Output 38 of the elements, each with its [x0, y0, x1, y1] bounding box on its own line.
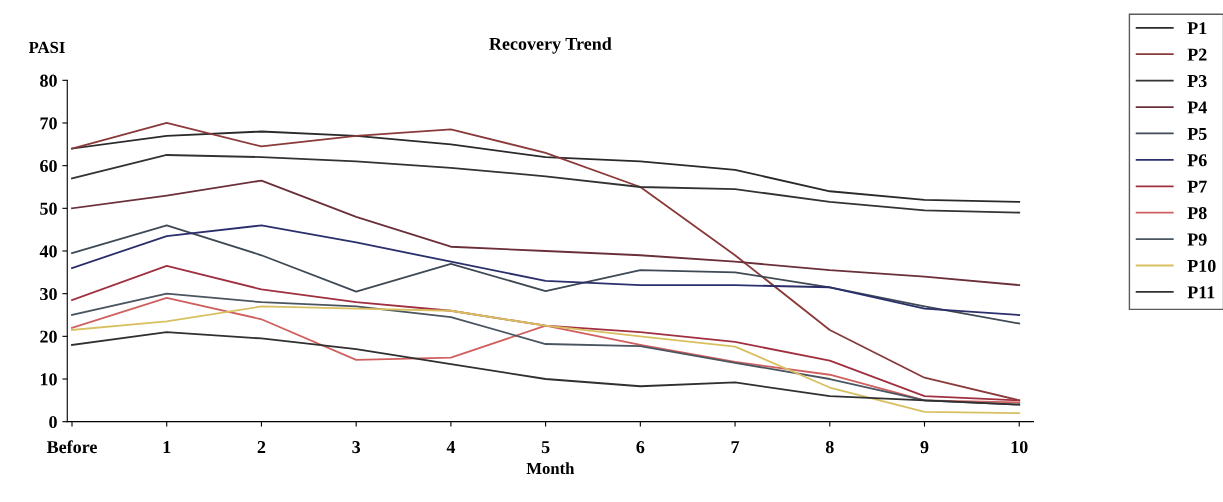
y-tick-label: 30 [40, 287, 57, 301]
x-tick-label: 7 [731, 441, 740, 453]
legend-label: P2 [1187, 48, 1207, 61]
chart-title: Recovery Trend [489, 37, 612, 54]
x-tick-label: 5 [541, 441, 550, 454]
x-tick-label: 6 [636, 441, 645, 454]
y-axis-title: PASI [28, 41, 65, 54]
legend-label: P10 [1187, 259, 1216, 273]
x-tick-label: 9 [920, 441, 929, 454]
x-tick-label: 2 [257, 441, 266, 453]
x-tick-label: Before [46, 440, 97, 454]
line-series [71, 179, 1021, 287]
x-tick-label: 10 [1011, 440, 1028, 454]
legend-label: P9 [1187, 233, 1207, 246]
y-tick-label: 70 [40, 117, 57, 130]
x-tick-label: 8 [825, 440, 834, 454]
y-tick-label: 40 [39, 245, 57, 258]
line-series [71, 154, 1021, 214]
x-tick-label: 3 [352, 441, 361, 454]
legend-label: P8 [1187, 207, 1207, 220]
legend-label: P6 [1187, 154, 1207, 167]
x-tick-label: 1 [163, 441, 171, 453]
y-tick-label: 80 [40, 74, 57, 87]
legend-label: P4 [1187, 101, 1207, 114]
y-tick-label: 50 [40, 202, 57, 215]
legend-label: P5 [1187, 127, 1207, 140]
y-tick-label: 0 [49, 415, 57, 429]
line-series [71, 331, 1021, 406]
line-series [71, 305, 1021, 415]
y-tick-label: 20 [40, 330, 57, 343]
legend-label: P7 [1187, 180, 1207, 193]
legend-label: P3 [1187, 74, 1207, 88]
legend-label: P1 [1187, 22, 1207, 35]
legend-label: P11 [1187, 286, 1215, 299]
y-tick-label: 60 [40, 159, 57, 173]
x-tick-label: 4 [446, 441, 456, 453]
x-axis-title: Month [526, 462, 575, 475]
y-tick-label: 10 [40, 373, 57, 386]
